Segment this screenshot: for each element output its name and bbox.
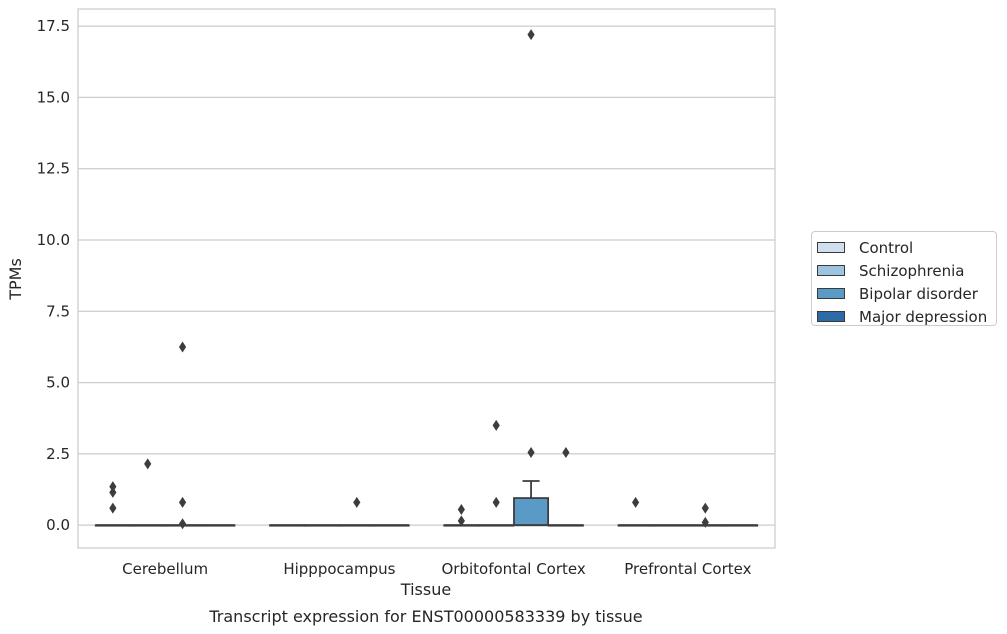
outlier-point — [492, 496, 500, 508]
legend-item: Major depression — [812, 305, 996, 328]
y-tick-label: 15.0 — [37, 88, 70, 106]
chart-caption: Transcript expression for ENST0000058333… — [208, 607, 642, 626]
outlier-point — [109, 502, 117, 514]
legend-label: Major depression — [859, 307, 988, 326]
y-tick-label: 10.0 — [37, 231, 70, 249]
legend-label: Bipolar disorder — [859, 284, 978, 303]
gridlines — [78, 25, 775, 526]
y-tick-label: 7.5 — [46, 302, 70, 320]
y-tick-label: 2.5 — [46, 445, 70, 463]
y-tick-label: 5.0 — [46, 374, 70, 392]
x-tick-labels: Cerebellum Hipppocampus Orbitofontal Corte… — [122, 560, 751, 578]
outlier-point — [701, 516, 709, 528]
outlier-point — [178, 518, 187, 530]
legend-item: Bipolar disorder — [812, 282, 996, 305]
legend-swatch — [817, 311, 845, 322]
outlier-point — [527, 29, 535, 41]
outlier-point — [178, 496, 187, 508]
y-tick-label: 17.5 — [37, 17, 70, 35]
legend-swatch — [817, 242, 845, 253]
y-tick-labels: 0.0 2.5 5.0 7.5 10.0 12.5 15.0 17.5 — [37, 17, 70, 534]
outlier-point — [492, 419, 500, 431]
outlier-point — [109, 481, 117, 493]
outlier-point — [457, 504, 465, 515]
outlier-point — [632, 496, 640, 508]
outlier-point — [701, 502, 709, 514]
outliers — [109, 29, 709, 530]
x-tick-label: Orbitofontal Cortex — [442, 560, 586, 578]
outlier-point — [457, 515, 465, 527]
boxes — [94, 480, 759, 527]
legend-swatch — [817, 265, 845, 276]
legend-label: Schizophrenia — [859, 261, 965, 280]
outlier-point — [562, 446, 570, 458]
x-axis-title: Tissue — [400, 580, 451, 599]
outlier-point — [144, 458, 152, 470]
x-tick-label: Prefrontal Cortex — [624, 560, 751, 578]
outlier-point — [353, 496, 361, 508]
x-tick-label: Cerebellum — [122, 560, 208, 578]
x-tick-label: Hipppocampus — [283, 560, 395, 578]
legend: Control Schizophrenia Bipolar disorder Majo… — [811, 231, 997, 326]
y-tick-label: 0.0 — [46, 516, 70, 534]
y-tick-label: 12.5 — [37, 160, 70, 178]
y-axis-title: TPMs — [6, 258, 25, 301]
legend-label: Control — [859, 238, 914, 257]
outlier-point — [178, 341, 187, 353]
outlier-point — [109, 486, 117, 498]
box — [513, 497, 550, 527]
legend-item: Control — [812, 236, 996, 259]
legend-swatch — [817, 288, 845, 299]
plot-frame — [77, 8, 776, 549]
legend-item: Schizophrenia — [812, 259, 996, 282]
outlier-point — [527, 446, 535, 458]
